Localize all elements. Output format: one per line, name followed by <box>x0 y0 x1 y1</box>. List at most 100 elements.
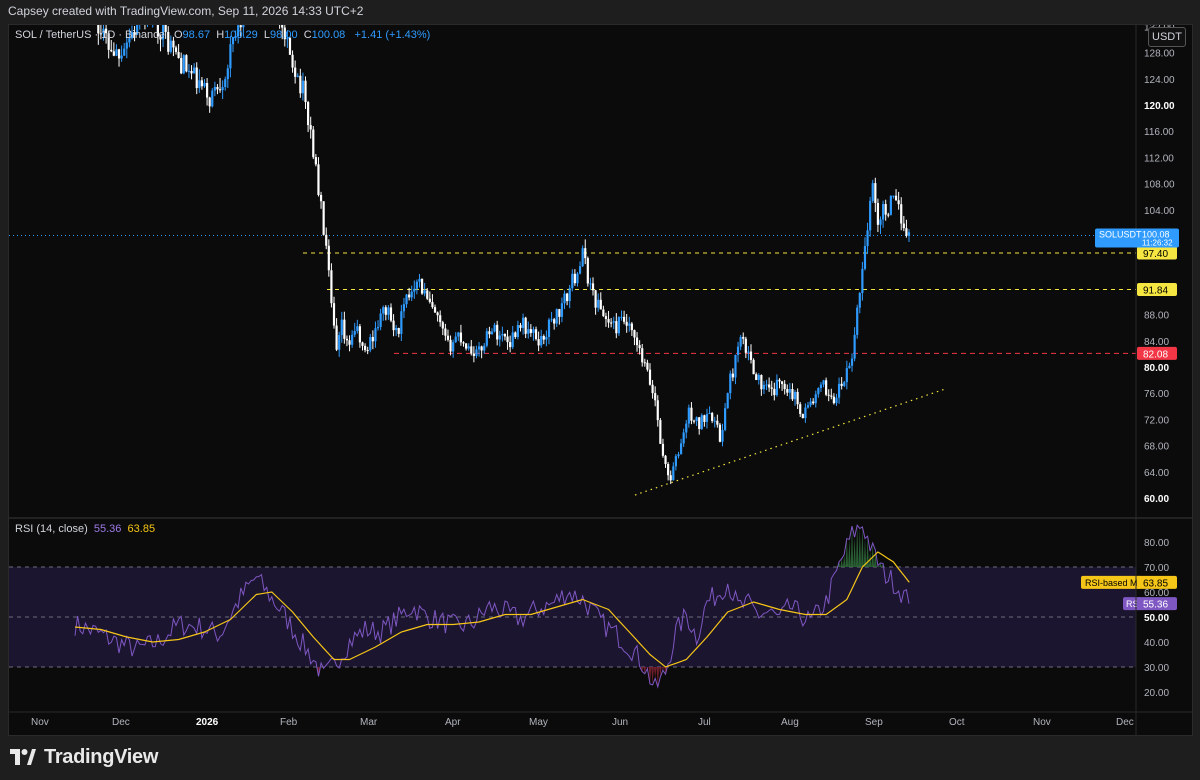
time-tick-label: Sep <box>865 717 883 728</box>
candle <box>136 25 139 35</box>
chart-canvas[interactable]: 80.00 70.00 60.00 50.00 40.00 30.00 20.00 RSI-b… <box>9 25 1192 735</box>
candle <box>667 462 670 481</box>
price-tick-label: 112.00 <box>1144 153 1174 164</box>
candle <box>698 416 701 435</box>
candle <box>638 340 641 355</box>
candle <box>607 310 610 328</box>
candle <box>452 339 455 358</box>
candle <box>560 297 564 323</box>
price-tick-label: 88.00 <box>1144 311 1169 322</box>
candle <box>431 294 434 309</box>
candle <box>340 311 343 343</box>
candle <box>351 330 354 348</box>
rsi-tick-label: 40.00 <box>1144 638 1169 649</box>
candle <box>110 40 113 53</box>
candle <box>755 372 758 381</box>
open-label: O <box>173 29 183 41</box>
price-tick-label: 128.00 <box>1144 49 1175 60</box>
time-tick-label: Oct <box>949 717 965 728</box>
candle <box>713 416 716 428</box>
candle <box>563 290 566 310</box>
candle <box>825 377 828 397</box>
candle <box>314 154 317 167</box>
symbol-legend[interactable]: SOL / TetherUS · 1D · Binance O98.67 H10… <box>15 29 430 41</box>
candle <box>439 310 442 327</box>
candle <box>449 335 452 356</box>
low-value: 98.00 <box>270 29 298 41</box>
candle <box>413 280 416 299</box>
candles <box>97 25 911 485</box>
candle <box>389 303 393 323</box>
candle <box>524 316 527 339</box>
symbol-name[interactable]: SOL / TetherUS · 1D · Binance <box>15 29 165 41</box>
candle <box>286 30 289 48</box>
candle <box>307 100 310 133</box>
candle <box>545 330 548 347</box>
candle <box>229 35 232 78</box>
footer: TradingView <box>10 742 158 772</box>
rsi-value-tag <box>1137 597 1177 611</box>
candle <box>387 305 390 320</box>
candle <box>379 308 382 331</box>
candle <box>125 35 128 59</box>
candle <box>104 25 108 44</box>
candle <box>490 328 494 335</box>
rsi-name: RSI <box>1126 599 1141 609</box>
rsi-legend[interactable]: RSI (14, close) 55.36 63.85 <box>15 523 155 535</box>
candle <box>177 43 180 59</box>
rsi-ma-line <box>74 551 910 668</box>
candle <box>496 320 499 346</box>
candle <box>762 381 766 394</box>
candle <box>532 326 535 341</box>
candle <box>216 84 219 95</box>
candle <box>651 379 654 399</box>
candle <box>568 284 571 309</box>
level-price-label: 91.84 <box>1143 285 1168 296</box>
candle <box>907 229 911 243</box>
candle <box>843 380 846 388</box>
candle <box>117 48 121 67</box>
candle <box>881 200 885 228</box>
candle <box>167 26 170 55</box>
candle <box>690 402 693 425</box>
candle <box>889 195 892 216</box>
change-value: +1.41 (+1.43%) <box>354 29 431 41</box>
candle <box>97 25 100 45</box>
candle <box>358 323 362 348</box>
time-tick-label: Jul <box>698 717 711 728</box>
rsi-title[interactable]: RSI (14, close) <box>15 523 88 535</box>
time-tick-label: Dec <box>1116 717 1134 728</box>
candle <box>436 311 439 322</box>
candle <box>796 388 799 410</box>
chart-frame[interactable]: 80.00 70.00 60.00 50.00 40.00 30.00 20.00 RSI-b… <box>8 24 1193 736</box>
price-tick-label: 68.00 <box>1144 442 1169 453</box>
price-tick-label: 72.00 <box>1144 415 1169 426</box>
candle <box>791 383 794 401</box>
candle <box>679 438 683 455</box>
candle <box>115 44 118 57</box>
candle <box>700 413 703 431</box>
candle <box>685 419 688 439</box>
currency-button[interactable]: USDT <box>1148 27 1186 47</box>
candle <box>674 454 677 471</box>
candle <box>288 37 292 55</box>
candle <box>742 332 745 345</box>
candle <box>221 80 224 100</box>
time-tick-label: Nov <box>1033 717 1051 728</box>
candle <box>472 346 475 363</box>
candle <box>356 319 359 334</box>
candle <box>664 454 667 468</box>
candle <box>180 52 183 75</box>
candle <box>584 239 587 265</box>
tradingview-brand: TradingView <box>44 745 159 768</box>
candle <box>775 374 779 397</box>
candle <box>470 339 473 356</box>
candle <box>529 324 532 337</box>
candle <box>900 197 903 231</box>
candle <box>726 392 729 409</box>
candle <box>858 292 861 314</box>
candle <box>749 344 753 364</box>
candle <box>799 402 802 417</box>
candle <box>597 293 600 312</box>
candle <box>589 277 592 290</box>
